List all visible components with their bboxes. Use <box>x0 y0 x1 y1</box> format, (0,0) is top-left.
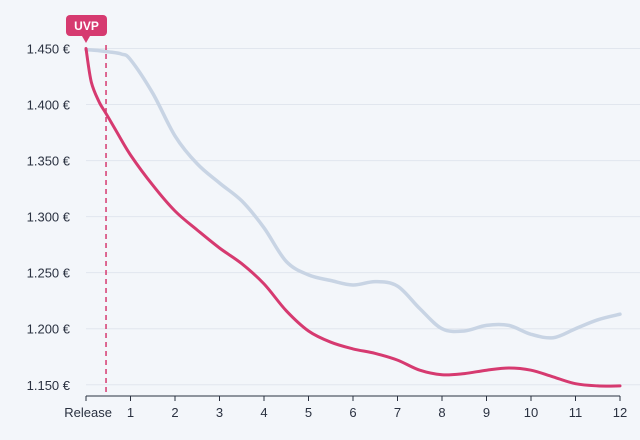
x-tick-label: 11 <box>569 405 583 420</box>
comparison-series-line <box>84 47 622 340</box>
x-tick-label: 7 <box>394 405 401 420</box>
uvp-badge <box>66 15 107 36</box>
grid-lines <box>86 47 640 386</box>
price-series-line <box>84 47 622 388</box>
y-tick-label: 1.200 € <box>27 322 71 337</box>
y-tick-label: 1.150 € <box>27 378 71 393</box>
x-tick-labels: Release 1 2 3 4 5 6 7 8 9 10 11 12 <box>64 405 627 420</box>
y-tick-label: 1.400 € <box>27 98 71 113</box>
uvp-annotation: UVP <box>66 15 107 396</box>
series-lines <box>84 47 622 388</box>
y-tick-label: 1.350 € <box>27 154 71 169</box>
x-tick-label: 5 <box>305 405 312 420</box>
x-tick-label: 10 <box>524 405 538 420</box>
x-axis <box>85 395 621 401</box>
uvp-badge-pointer <box>82 36 90 43</box>
x-tick-label: 4 <box>260 405 267 420</box>
x-tick-label: 2 <box>171 405 178 420</box>
x-tick-label: 6 <box>349 405 356 420</box>
y-tick-label: 1.450 € <box>27 41 71 56</box>
y-tick-label: 1.300 € <box>27 210 71 225</box>
x-tick-label: 9 <box>483 405 490 420</box>
x-tick-label: 12 <box>613 405 627 420</box>
uvp-badge-label: UVP <box>74 19 99 33</box>
x-tick-label: 8 <box>438 405 445 420</box>
x-tick-label: 3 <box>216 405 223 420</box>
y-tick-labels: 1.450 € 1.400 € 1.350 € 1.300 € 1.250 € 1.200… <box>27 41 71 392</box>
x-tick-label: Release <box>64 405 112 420</box>
x-tick-label: 1 <box>127 405 134 420</box>
y-tick-label: 1.250 € <box>27 266 71 281</box>
